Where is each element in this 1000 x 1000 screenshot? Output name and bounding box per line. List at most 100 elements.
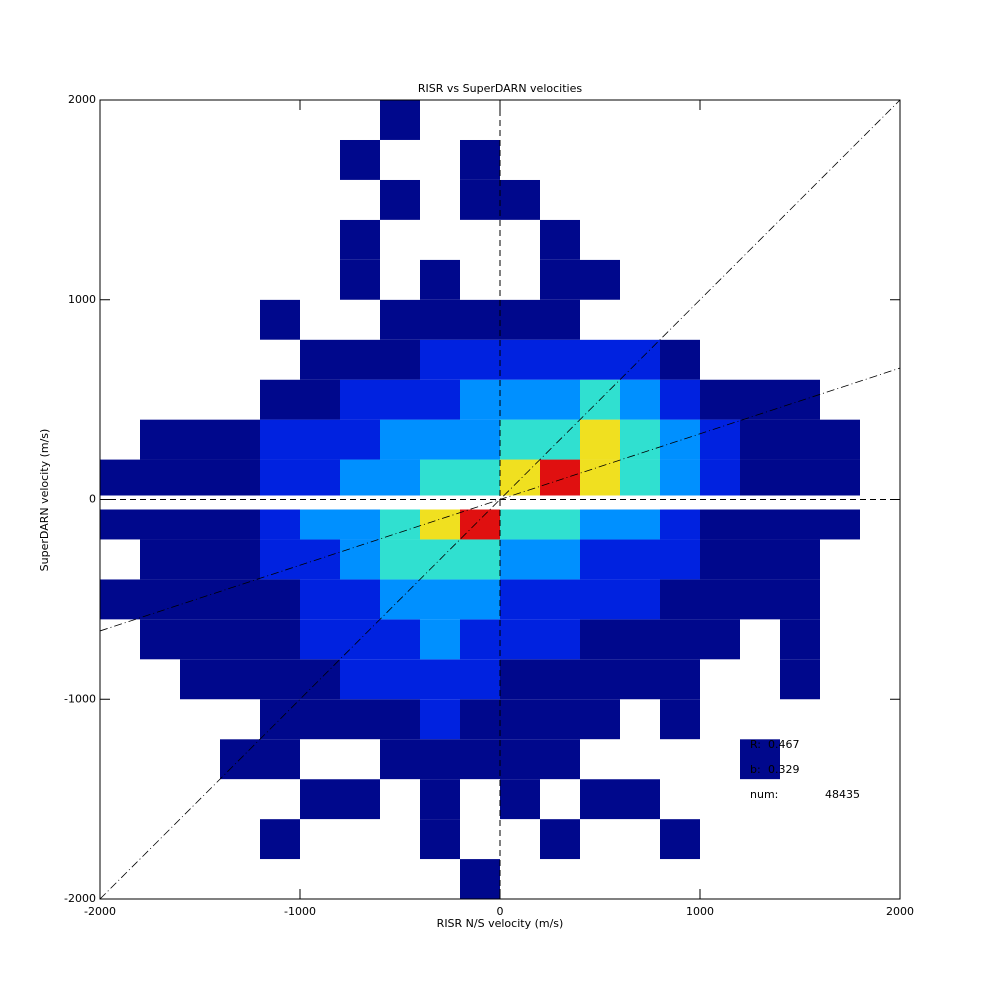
heat-cell	[260, 619, 300, 660]
heat-cell	[700, 619, 740, 660]
heat-cell	[540, 699, 580, 740]
heat-cell	[340, 459, 380, 496]
heat-cell	[460, 179, 500, 220]
heat-cell	[180, 659, 220, 700]
y-tick-label: -1000	[64, 692, 96, 705]
heat-cell	[140, 495, 180, 510]
heat-cell	[340, 179, 380, 220]
heat-cell	[300, 859, 340, 899]
heat-cell	[660, 539, 700, 580]
heat-cell	[260, 739, 300, 780]
heat-cell	[660, 219, 700, 260]
heat-cell	[660, 819, 700, 860]
heat-cell	[500, 100, 540, 140]
heat-cell	[140, 379, 180, 420]
heat-cell	[780, 219, 820, 260]
heat-cell	[500, 509, 540, 540]
heat-cell	[380, 859, 420, 899]
heat-cell	[620, 859, 660, 899]
heat-cell	[740, 419, 780, 460]
heat-cell	[660, 139, 700, 180]
stat-label: R:	[750, 738, 761, 751]
heat-cell	[340, 299, 380, 340]
heat-cell	[220, 579, 260, 620]
heat-cell	[220, 339, 260, 380]
heat-cell	[540, 539, 580, 580]
heat-cell	[260, 819, 300, 860]
heat-cell	[780, 139, 820, 180]
heat-cell	[140, 139, 180, 180]
heat-cell	[220, 419, 260, 460]
heat-cell	[660, 859, 700, 899]
heat-cell	[180, 100, 220, 140]
heat-cell	[180, 259, 220, 300]
heat-cell	[580, 299, 620, 340]
heat-cell	[460, 139, 500, 180]
heat-cell	[300, 179, 340, 220]
heat-cell	[260, 259, 300, 300]
stat-value: 0.329	[768, 763, 800, 776]
heat-cell	[460, 779, 500, 820]
heat-cell	[460, 299, 500, 340]
heat-cell	[540, 495, 580, 510]
heat-cell	[500, 419, 540, 460]
heat-cell	[700, 299, 740, 340]
heat-cell	[220, 859, 260, 899]
heat-cell	[420, 819, 460, 860]
heat-cell	[300, 739, 340, 780]
heat-cell	[460, 419, 500, 460]
heat-cell	[300, 339, 340, 380]
heat-cell	[860, 179, 900, 220]
heat-cell	[220, 495, 260, 510]
heat-cell	[500, 859, 540, 899]
heat-cell	[100, 379, 140, 420]
heat-cell	[540, 619, 580, 660]
heat-cell	[380, 419, 420, 460]
heat-cell	[780, 299, 820, 340]
chart-title: RISR vs SuperDARN velocities	[418, 82, 582, 95]
heat-cell	[460, 509, 500, 540]
heat-cell	[820, 619, 860, 660]
y-tick-label: -2000	[64, 892, 96, 905]
heat-cell	[100, 219, 140, 260]
heat-cell	[700, 219, 740, 260]
heat-cell	[540, 739, 580, 780]
heat-cell	[380, 779, 420, 820]
heat-cell	[420, 459, 460, 496]
heat-cell	[460, 339, 500, 380]
heat-cell	[380, 539, 420, 580]
heat-cell	[420, 379, 460, 420]
heat-cell	[180, 619, 220, 660]
heat-cell	[620, 419, 660, 460]
heat-cell	[140, 299, 180, 340]
heat-cell	[340, 699, 380, 740]
heat-cell	[580, 259, 620, 300]
heat-cell	[180, 699, 220, 740]
stat-label: num:	[750, 788, 778, 801]
heat-cell	[140, 100, 180, 140]
heat-cell	[460, 859, 500, 899]
heat-cell	[740, 379, 780, 420]
heat-cell	[300, 819, 340, 860]
heat-cell	[140, 509, 180, 540]
heat-cell	[100, 259, 140, 300]
heat-cell	[100, 779, 140, 820]
heat-cell	[140, 739, 180, 780]
heat-cell	[820, 179, 860, 220]
heat-cell	[780, 619, 820, 660]
heat-cell	[740, 339, 780, 380]
heat-cell	[580, 659, 620, 700]
heat-cell	[380, 339, 420, 380]
heat-cell	[140, 659, 180, 700]
heat-cell	[540, 509, 580, 540]
heat-cell	[380, 100, 420, 140]
heat-cell	[780, 819, 820, 860]
heat-cell	[380, 379, 420, 420]
heat-cell	[620, 659, 660, 700]
heat-cell	[740, 699, 780, 740]
heat-cell	[420, 659, 460, 700]
heat-cell	[260, 100, 300, 140]
y-axis-label: SuperDARN velocity (m/s)	[38, 429, 51, 572]
heat-cell	[220, 219, 260, 260]
heat-cell	[860, 419, 900, 460]
